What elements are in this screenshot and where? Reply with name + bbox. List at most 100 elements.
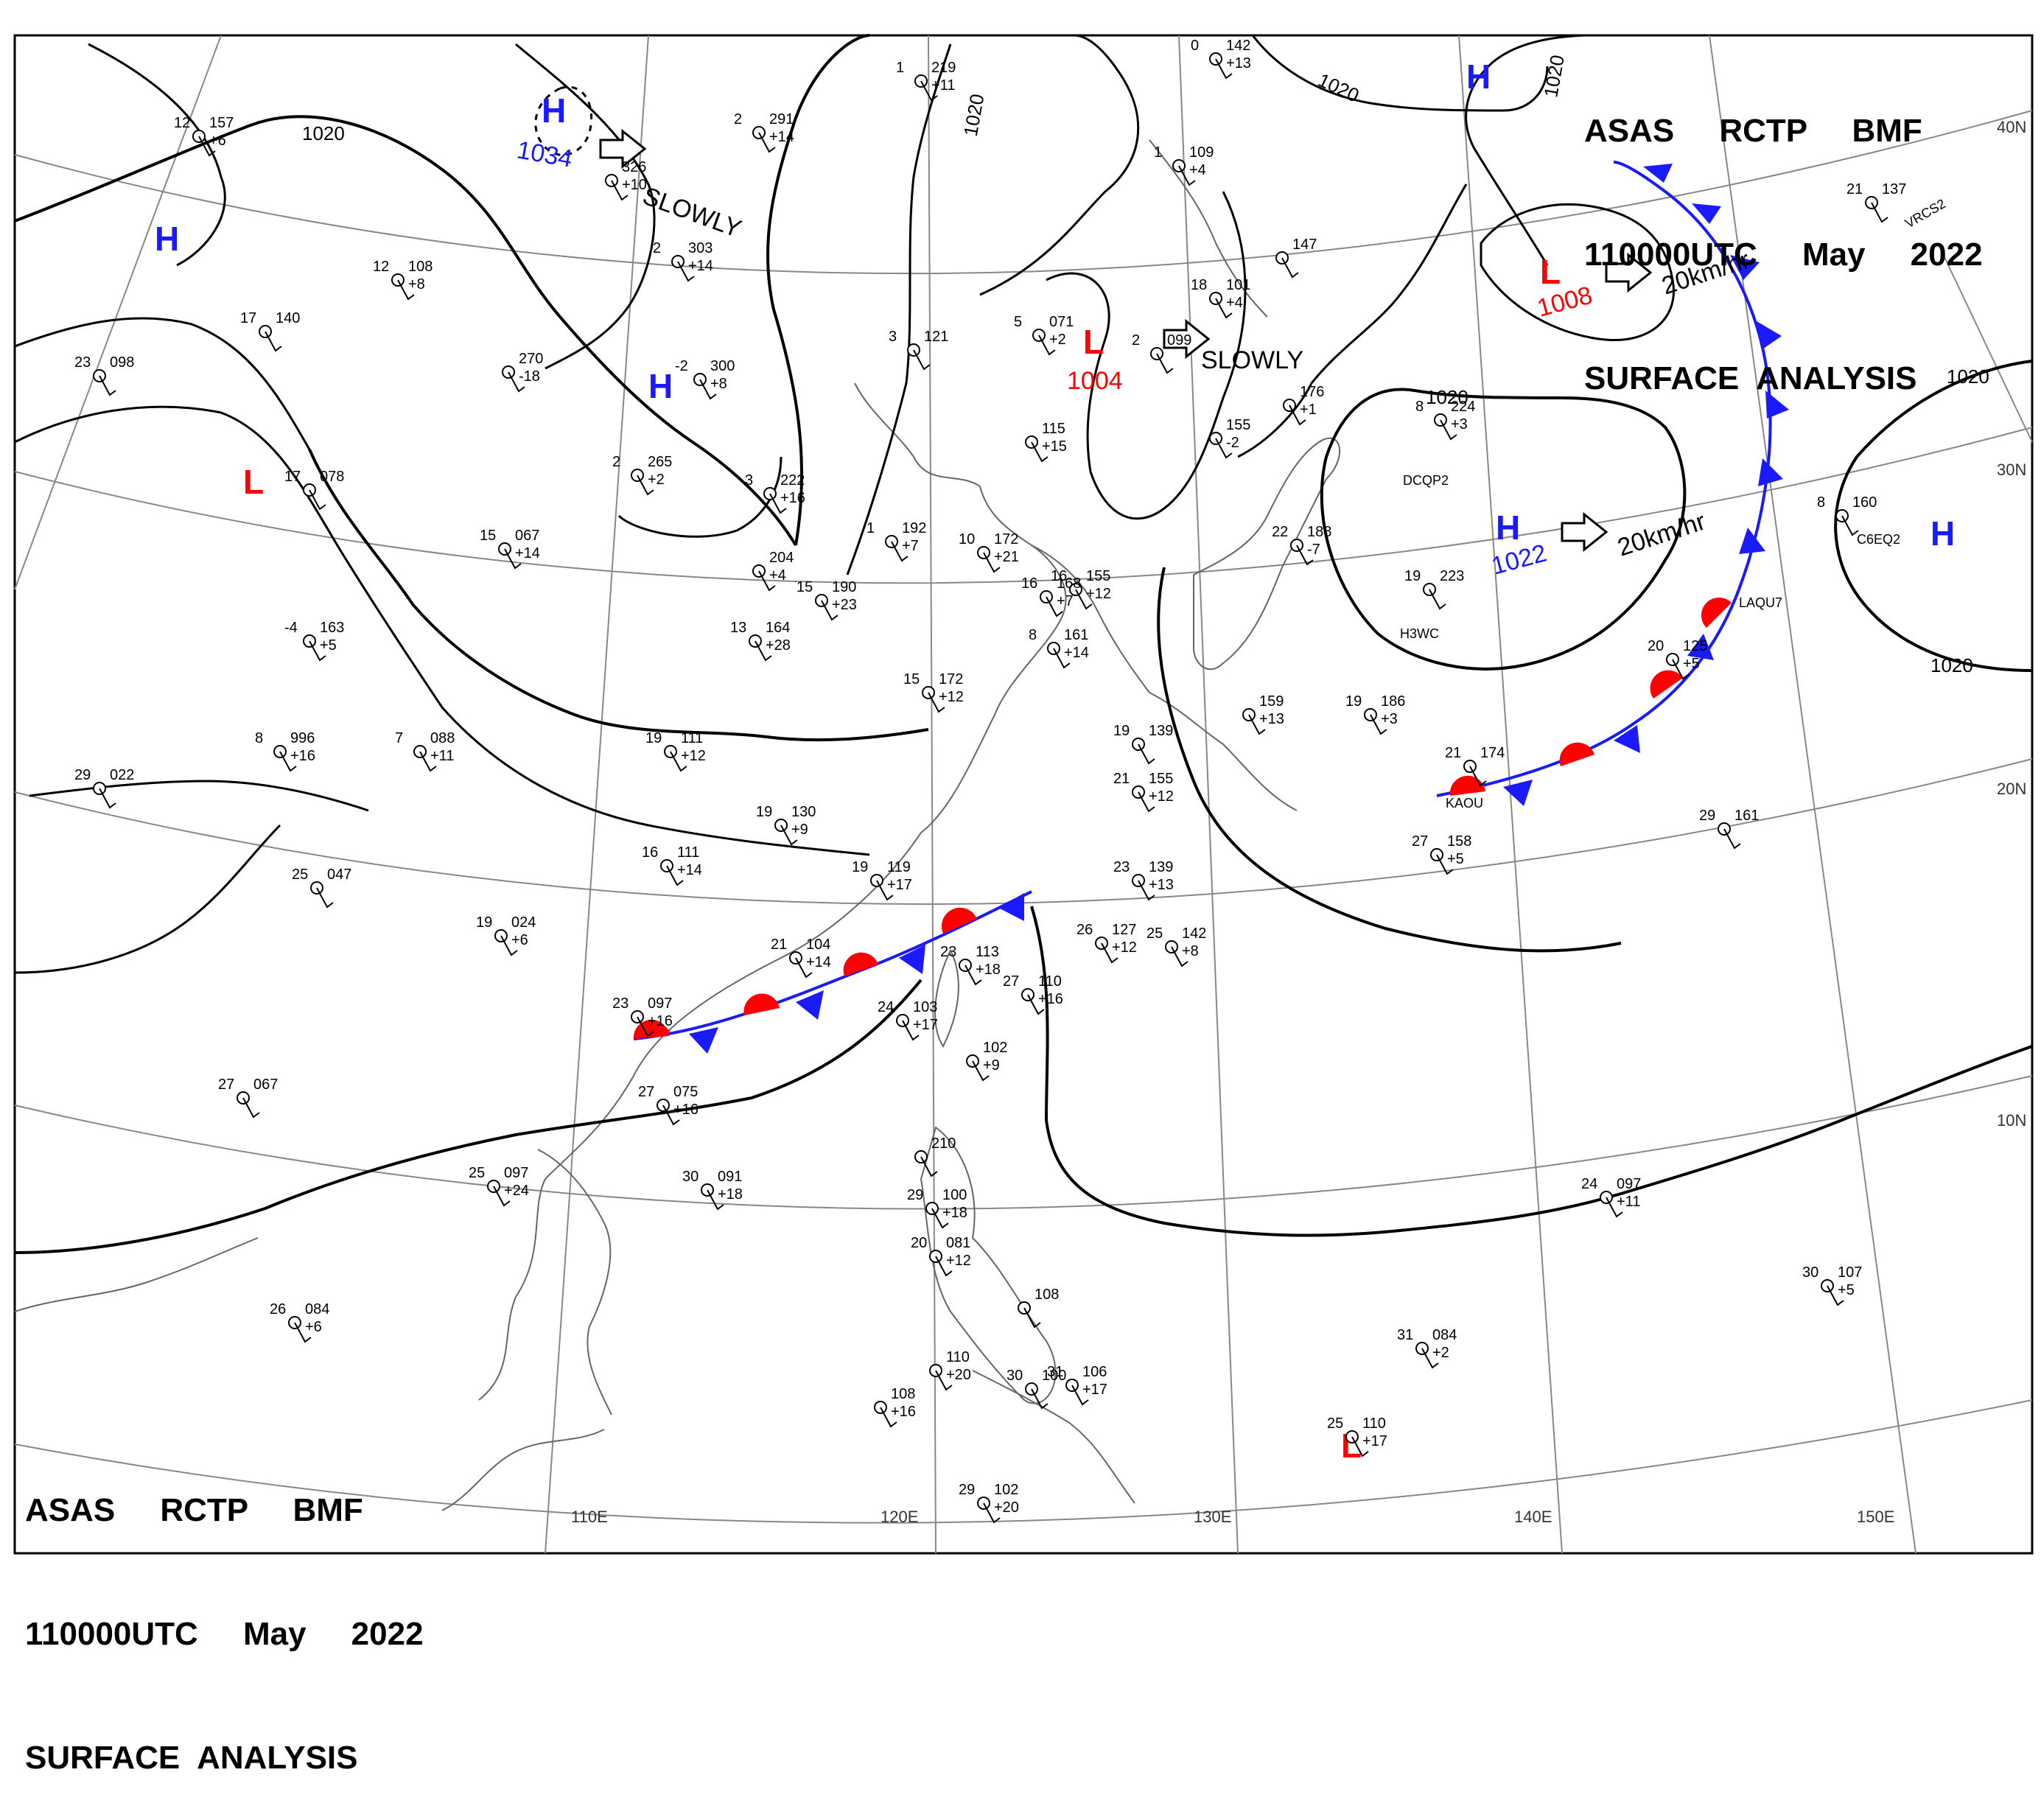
warm-front-lobe <box>633 1019 669 1039</box>
station-temperature: 24 <box>878 999 894 1015</box>
station-pressure-tendency: +3 <box>1451 416 1468 433</box>
wind-barb-icon <box>769 493 787 514</box>
wind-barb-icon <box>504 548 522 570</box>
station-pressure-tendency: +12 <box>1149 788 1174 805</box>
wind-barb-icon <box>1031 1388 1048 1410</box>
station-pressure: 142 <box>1182 925 1206 942</box>
high-center-symbol: H <box>542 91 566 130</box>
station-pressure-tendency: +9 <box>983 1057 1000 1074</box>
station-pressure-tendency: -2 <box>1226 435 1239 451</box>
station-plot: 8 996 +16 <box>255 730 315 772</box>
station-pressure: 071 <box>1049 314 1074 330</box>
wind-barb-icon <box>1436 854 1454 875</box>
station-pressure-tendency: +13 <box>1226 55 1251 71</box>
warm-front-lobe <box>1701 597 1732 628</box>
station-temperature: 27 <box>638 1084 654 1100</box>
station-pressure: 102 <box>983 1040 1007 1056</box>
station-pressure: 190 <box>832 579 856 595</box>
wind-barb-icon <box>1351 1436 1369 1457</box>
station-pressure-tendency: +17 <box>913 1017 938 1033</box>
station-pressure: 099 <box>1167 332 1191 349</box>
station-temperature: 15 <box>480 528 496 544</box>
station-plot: 19 186+3 <box>1345 693 1405 735</box>
wind-barb-icon <box>920 80 938 102</box>
station-pressure-tendency: +5 <box>320 637 337 654</box>
station-plot: 18 101 +4 <box>1191 277 1250 319</box>
station-temperature: 21 <box>771 937 787 953</box>
station-pressure: 164 <box>766 620 790 636</box>
station-pressure-tendency: +11 <box>1617 1194 1640 1210</box>
station-pressure: 160 <box>1852 494 1877 511</box>
station-pressure: 110 <box>1038 973 1062 990</box>
station-pressure-tendency: +3 <box>1381 711 1398 727</box>
longitude-gridlines <box>14 35 2033 1554</box>
station-pressure: 223 <box>1440 568 1464 584</box>
station-pressure: 106 <box>1082 1364 1107 1380</box>
station-temperature: 23 <box>74 354 91 371</box>
wind-barb-icon <box>198 136 216 157</box>
station-plot: 19 139 <box>1113 723 1173 765</box>
station-plot: 17 140 <box>240 310 300 352</box>
station-plot: 31 106 +17 <box>1047 1364 1107 1406</box>
station-pressure: 078 <box>320 469 344 485</box>
station-pressure-tendency: +16 <box>648 1013 673 1029</box>
station-pressure-tendency: +7 <box>1057 593 1074 609</box>
station-temperature: 25 <box>1327 1415 1343 1432</box>
station-temperature: 21 <box>1445 745 1461 761</box>
station-plot: 1 192 +7 <box>867 520 926 562</box>
station-temperature: -2 <box>675 358 688 374</box>
station-plot: 19 111 +12 <box>645 730 706 772</box>
station-plot: 15 190 +23 <box>797 579 857 621</box>
station-pressure: 186 <box>1381 693 1405 710</box>
station-pressure: 108 <box>891 1386 915 1402</box>
station-plot: 16 155 +12 <box>1051 568 1111 610</box>
coastlines <box>14 139 1340 1511</box>
station-temperature: 8 <box>255 730 263 746</box>
wind-barb-icon <box>1053 648 1071 669</box>
station-temperature: 23 <box>940 944 956 960</box>
wind-barb-icon <box>1138 791 1155 813</box>
station-pressure: 996 <box>290 730 315 746</box>
surface-analysis-map: 1020 1020 1020 1020 1020 1020 1020 <box>13 34 2034 1555</box>
station-plot: 29 022 <box>74 767 134 809</box>
station-plot: 2 099 <box>1132 332 1191 374</box>
station-plot: 270-18 <box>502 351 543 393</box>
station-id: KAOU <box>1446 796 1483 811</box>
station-pressure: 222 <box>780 472 805 489</box>
station-pressure: 091 <box>718 1169 742 1185</box>
station-plot: 8 224+3 <box>1415 399 1475 441</box>
motion-arrow-icon <box>1561 511 1608 553</box>
wind-barb-icon <box>983 1502 1001 1524</box>
station-pressure-tendency: +14 <box>515 545 540 561</box>
wind-barb-icon <box>795 957 813 979</box>
station-plot: 27 110+16 <box>1003 973 1063 1015</box>
station-plot: 30 107+5 <box>1802 1264 1862 1306</box>
station-pressure: 157 <box>209 115 234 131</box>
station-plot: -4 163+5 <box>284 620 344 662</box>
station-plot: 204+4 <box>752 550 794 592</box>
station-temperature: 2 <box>734 111 742 127</box>
wind-barb-icon <box>1421 1348 1439 1369</box>
wind-barb-icon <box>670 751 687 772</box>
wind-barb-icon <box>891 541 909 562</box>
station-pressure-tendency: +20 <box>994 1499 1019 1516</box>
wind-barb-icon <box>316 887 334 909</box>
station-temperature: 29 <box>907 1187 923 1203</box>
station-pressure: 108 <box>408 259 433 275</box>
station-plot: 27 158+5 <box>1412 833 1471 875</box>
station-temperature: 3 <box>745 472 753 489</box>
station-plot: 20 125 +5 <box>1648 638 1707 680</box>
longitude-label: 140E <box>1514 1508 1552 1526</box>
station-pressure: 224 <box>1451 399 1475 415</box>
station-pressure: 067 <box>515 528 539 544</box>
station-plot: 30 091+18 <box>682 1169 743 1211</box>
wind-barb-icon <box>1171 946 1188 967</box>
motion-arrow-icon <box>1605 252 1653 293</box>
latitude-gridlines <box>14 110 2033 1524</box>
cold-front-barb <box>1758 458 1783 486</box>
station-temperature: 2 <box>653 240 661 256</box>
wind-barb-icon <box>508 371 525 393</box>
wind-barb-icon <box>1031 441 1048 463</box>
station-plot: 29 161 <box>1699 808 1759 850</box>
station-temperature: 29 <box>959 1482 975 1498</box>
